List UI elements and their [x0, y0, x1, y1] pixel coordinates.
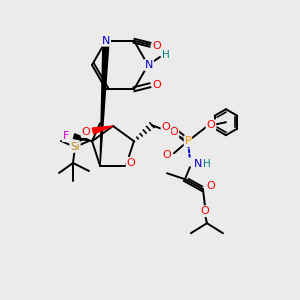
- Polygon shape: [92, 126, 113, 134]
- Text: H: H: [203, 159, 211, 169]
- Text: O: O: [163, 150, 171, 160]
- Text: N: N: [145, 60, 153, 70]
- Polygon shape: [74, 134, 92, 141]
- Text: Si: Si: [70, 142, 80, 152]
- Text: O: O: [169, 127, 178, 137]
- Text: O: O: [153, 41, 161, 51]
- Text: P: P: [184, 136, 191, 146]
- Text: H: H: [162, 50, 170, 60]
- Text: O: O: [200, 206, 209, 216]
- Text: O: O: [82, 127, 90, 137]
- Text: N: N: [102, 36, 110, 46]
- Text: O: O: [127, 158, 135, 168]
- Text: O: O: [206, 120, 215, 130]
- Text: N: N: [194, 159, 202, 169]
- Polygon shape: [100, 40, 109, 166]
- Text: O: O: [206, 181, 215, 191]
- Text: O: O: [153, 80, 161, 90]
- Text: F: F: [63, 131, 69, 141]
- Text: O: O: [161, 122, 170, 132]
